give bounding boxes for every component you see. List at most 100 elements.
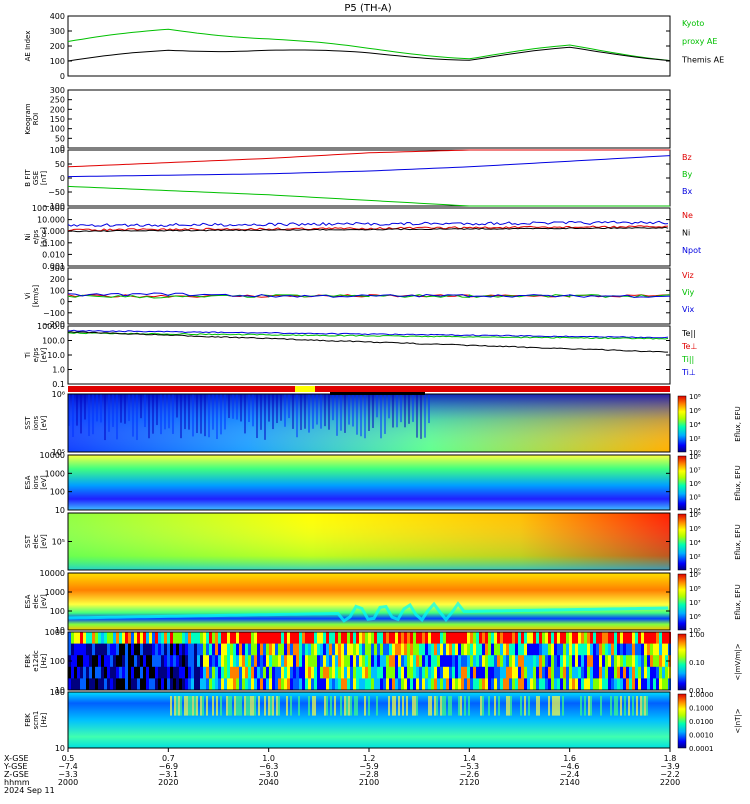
fbk-efield-cell (68, 632, 71, 645)
fbk-efield-cell (176, 643, 179, 656)
sst-ion-stripe (184, 394, 186, 430)
fbk-efield-cell (446, 666, 449, 679)
fbk-scm-stripe (354, 696, 356, 716)
fbk-efield-cell (224, 666, 227, 679)
fbk-scm-stripe (174, 696, 176, 716)
ytick-label: 200 (50, 105, 65, 114)
fbk-scm-stripe (254, 696, 256, 716)
fbk-efield-cell (425, 678, 428, 691)
fbk-efield-cell (590, 655, 593, 668)
fbk-efield-cell (95, 678, 98, 691)
fbk-efield-cell (110, 666, 113, 679)
fbk-efield-cell (566, 666, 569, 679)
fbk-efield-cell (203, 643, 206, 656)
fbk-scm-stripe (368, 696, 370, 716)
fbk-efield-cell (203, 678, 206, 691)
fbk-efield-cell (398, 643, 401, 656)
sst-ion-stripe (160, 394, 162, 435)
fbk-efield-cell (155, 643, 158, 656)
fbk-efield-cell (206, 678, 209, 691)
fbk-scm-stripe (190, 696, 192, 716)
fbk-efield-cell (605, 666, 608, 679)
fbk-efield-cell (587, 678, 590, 691)
fbk-efield-cell (353, 632, 356, 645)
fbk-efield-cell (308, 655, 311, 668)
fbk-efield-cell (308, 666, 311, 679)
fbk-efield-cell (254, 632, 257, 645)
xaxis-row-label: hhmm (4, 778, 30, 787)
fbk-efield-cell (68, 678, 71, 691)
ytick-label: 1000.0 (37, 322, 65, 331)
fbk-efield-cell (365, 678, 368, 691)
sst-ion-stripe (176, 394, 178, 418)
fbk-efield-cell (188, 666, 191, 679)
fbk-efield-cell (275, 643, 278, 656)
fbk-efield-cell (551, 666, 554, 679)
ytick-label: 100.0 (42, 337, 65, 346)
fbk-efield-cell (299, 655, 302, 668)
fbk-efield-cell (95, 666, 98, 679)
fbk-efield-cell (545, 632, 548, 645)
fbk-scm-stripe (228, 696, 230, 716)
fbk-efield-cell (308, 678, 311, 691)
fbk-efield-cell (101, 666, 104, 679)
fbk-efield-cell (374, 666, 377, 679)
fbk-efield-cell (173, 643, 176, 656)
fbk-efield-cell (98, 643, 101, 656)
series-label: Te⊥ (681, 342, 697, 351)
fbk-efield-cell (593, 666, 596, 679)
fbk-efield-cell (470, 655, 473, 668)
ytick-label: 250 (50, 96, 65, 105)
fbk-efield-cell (167, 678, 170, 691)
ytick-label: 0 (60, 72, 65, 81)
fbk-efield-cell (236, 632, 239, 645)
fbk-efield-cell (581, 655, 584, 668)
fbk-efield-cell (515, 678, 518, 691)
series-label: Kyoto (682, 19, 704, 28)
fbk-efield-cell (293, 666, 296, 679)
fbk-efield-cell (230, 643, 233, 656)
fbk-scm-stripe (412, 696, 414, 716)
fbk-scm-stripe (434, 696, 436, 716)
fbk-efield-cell (293, 632, 296, 645)
fbk-efield-cell (632, 678, 635, 691)
fbk-efield-cell (113, 678, 116, 691)
fbk-efield-cell (359, 632, 362, 645)
fbk-efield-cell (482, 678, 485, 691)
fbk-efield-cell (80, 666, 83, 679)
ytick-label: 10 (55, 506, 65, 515)
panel-keogram (67, 89, 671, 149)
xtick-label: 1.2 (363, 754, 376, 763)
fbk-scm-stripe (416, 696, 418, 716)
fbk-efield-cell (629, 655, 632, 668)
sst-ion-stripe (280, 394, 282, 421)
fbk-efield-cell (290, 666, 293, 679)
fbk-efield-cell (545, 655, 548, 668)
fbk-efield-cell (560, 678, 563, 691)
fbk-scm-stripe (430, 696, 432, 716)
fbk-efield-cell (140, 643, 143, 656)
fbk-scm-stripe (482, 696, 484, 716)
fbk-efield-cell (524, 678, 527, 691)
fbk-efield-cell (296, 678, 299, 691)
fbk-efield-cell (221, 678, 224, 691)
fbk-efield-cell (281, 678, 284, 691)
fbk-efield-cell (479, 666, 482, 679)
fbk-scm-stripe (580, 696, 582, 716)
colorbar-tick: 10² (689, 553, 701, 561)
fbk-efield-cell (374, 655, 377, 668)
fbk-efield-cell (266, 678, 269, 691)
fbk-efield-cell (443, 678, 446, 691)
fbk-efield-cell (386, 678, 389, 691)
fbk-efield-cell (428, 655, 431, 668)
fbk-efield-cell (446, 678, 449, 691)
fbk-efield-cell (419, 666, 422, 679)
fbk-efield-cell (617, 643, 620, 656)
fbk-efield-cell (521, 666, 524, 679)
fbk-efield-cell (575, 655, 578, 668)
fbk-efield-cell (470, 632, 473, 645)
sst-ion-stripe (416, 394, 418, 438)
fbk-efield-cell (149, 655, 152, 668)
fbk-efield-cell (326, 666, 329, 679)
panel-ylabel: ESA (24, 475, 32, 489)
